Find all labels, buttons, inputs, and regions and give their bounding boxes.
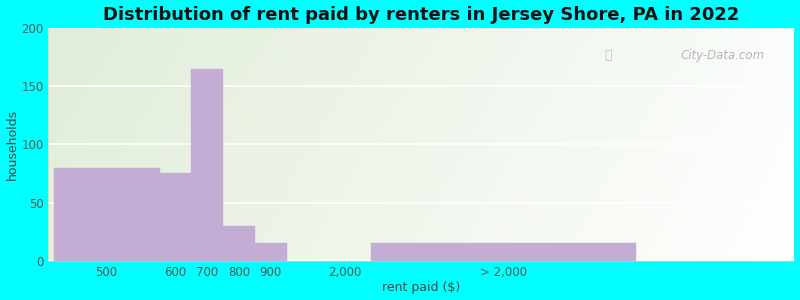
Text: 🔍: 🔍	[604, 49, 612, 62]
Bar	[223, 226, 254, 261]
Bar	[254, 243, 286, 261]
Bar	[159, 173, 191, 261]
Bar	[191, 69, 223, 261]
Title: Distribution of rent paid by renters in Jersey Shore, PA in 2022: Distribution of rent paid by renters in …	[103, 6, 740, 24]
Bar	[54, 168, 159, 261]
Text: City-Data.com: City-Data.com	[681, 49, 765, 62]
Bar	[371, 243, 636, 261]
Y-axis label: households: households	[6, 109, 18, 180]
X-axis label: rent paid ($): rent paid ($)	[382, 281, 461, 294]
